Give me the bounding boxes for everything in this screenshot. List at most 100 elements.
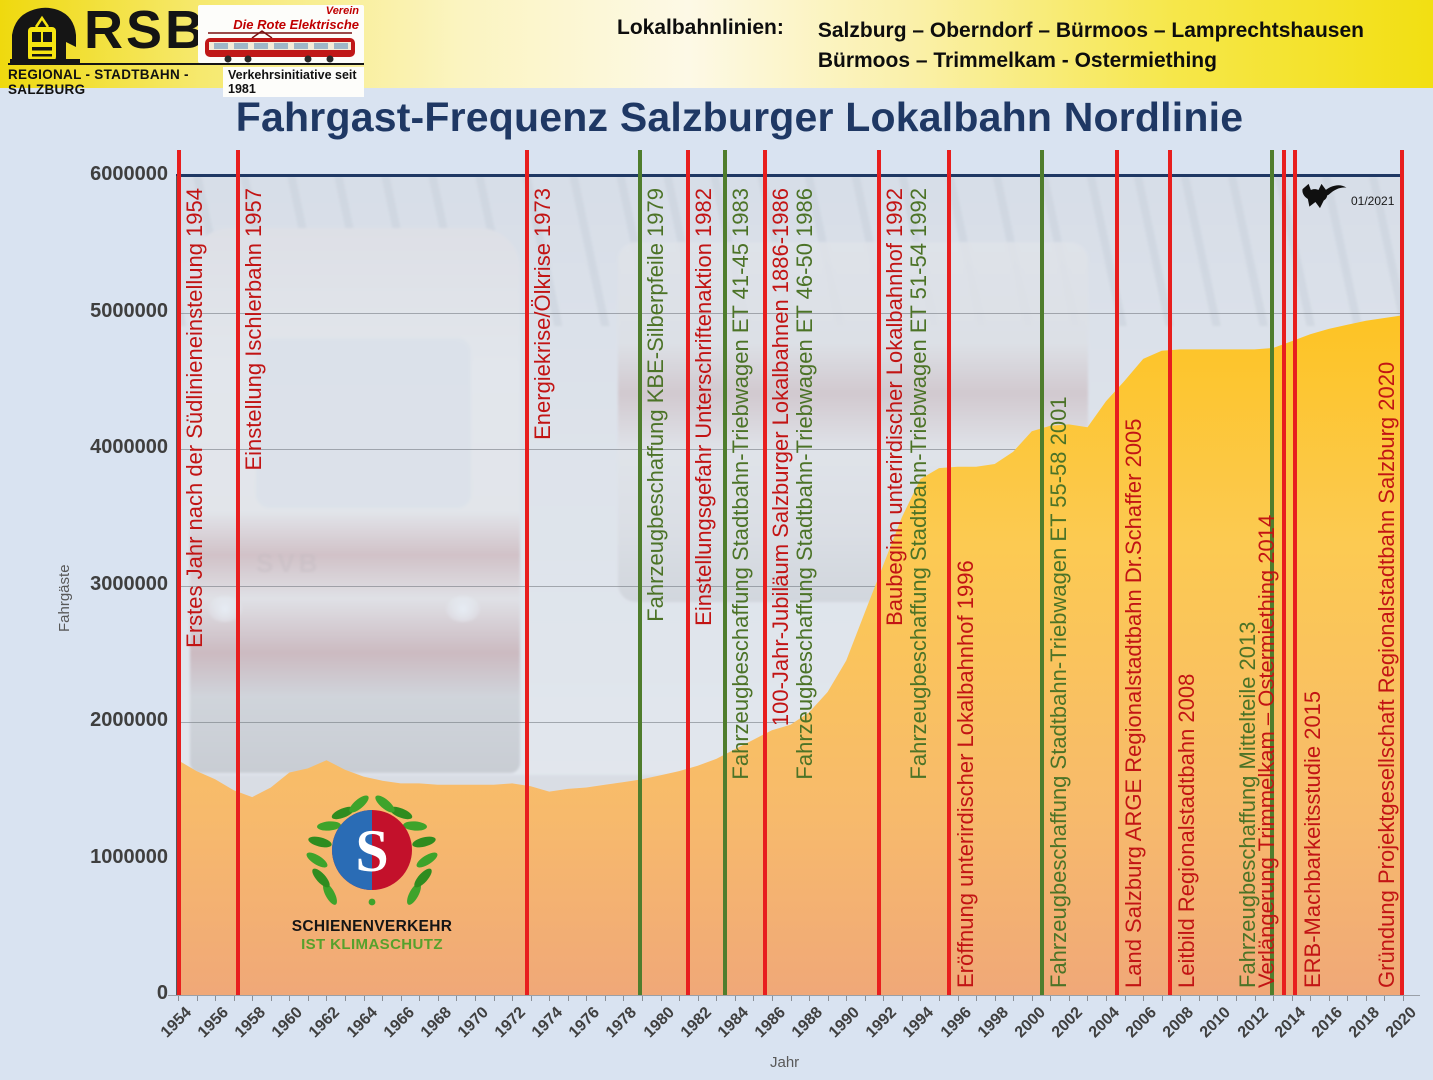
x-tick-label: 2008: [1160, 1004, 1198, 1042]
x-tick-mark: [976, 996, 978, 1001]
header-bar: RSB Verein Die Rote Elektrische: [0, 0, 1433, 97]
y-tick-label: 0: [156, 982, 168, 1004]
x-tick-mark: [1384, 996, 1386, 1001]
routes-lines: Salzburg – Oberndorf – Bürmoos – Lamprec…: [818, 16, 1364, 77]
x-tick-mark: [679, 996, 681, 1001]
y-tick-label: 1000000: [90, 845, 168, 868]
x-tick-mark: [1254, 996, 1256, 1001]
x-tick-mark: [400, 996, 402, 1001]
x-tick-label: 1962: [306, 1004, 344, 1042]
x-tick-mark: [1328, 996, 1330, 1001]
x-tick-label: 1964: [343, 1004, 381, 1042]
x-tick-mark: [1310, 996, 1312, 1001]
x-tick-mark: [790, 996, 792, 1001]
event-line-1973: [524, 150, 529, 995]
x-tick-mark: [901, 996, 903, 1001]
x-tick-mark: [660, 996, 662, 1001]
event-label-1979: Fahrzeugbeschaffung KBE-Silberpfeile 197…: [643, 188, 668, 622]
x-tick-mark: [623, 996, 625, 1001]
logo-tram-panel: Verein Die Rote Elektrische: [198, 5, 364, 63]
x-tick-mark: [1403, 996, 1404, 1001]
event-label-2020: Gründung Projektgesellschaft Regionalsta…: [1374, 361, 1399, 988]
x-tick-label: 1956: [194, 1004, 233, 1042]
event-line-1982: [685, 150, 690, 995]
y-tick-label: 5000000: [90, 299, 168, 322]
x-tick-mark: [530, 996, 532, 1001]
x-tick-label: 2012: [1234, 1004, 1272, 1042]
x-tick-mark: [1198, 996, 1200, 1001]
x-tick-label: 1960: [269, 1004, 307, 1042]
emblem-text-1: SCHIENENVERKEHR: [291, 918, 453, 935]
x-tick-mark: [419, 996, 421, 1001]
event-label-2008: Leitbild Regionalstadtbahn 2008: [1174, 673, 1200, 988]
y-tick-label: 2000000: [90, 709, 168, 731]
x-tick-label: 1978: [603, 1004, 641, 1042]
x-tick-mark: [1180, 996, 1182, 1001]
event-line-1954: [177, 150, 181, 995]
x-tick-mark: [809, 996, 811, 1001]
event-line-1986: [762, 150, 767, 995]
route-list: Lokalbahnlinien: Salzburg – Oberndorf – …: [617, 16, 1364, 77]
y-axis: [176, 176, 177, 995]
x-tick-mark: [957, 996, 959, 1001]
event-line-1992: [877, 150, 882, 995]
y-tick-label: 3000000: [90, 572, 168, 595]
x-tick-mark: [604, 996, 606, 1001]
x-tick-mark: [753, 996, 755, 1001]
x-tick-label: 2006: [1122, 1004, 1161, 1042]
x-tick-label: 1970: [454, 1004, 492, 1042]
x-tick-mark: [289, 996, 291, 1001]
x-tick-mark: [1273, 996, 1275, 1001]
logo-footer: REGIONAL - STADTBAHN - SALZBURG Verkehrs…: [8, 63, 364, 97]
x-tick-mark: [1217, 996, 1219, 1001]
event-label-1992: Fahrzeugbeschaffung Stadtbahn-Triebwagen…: [906, 188, 932, 780]
rsb-wordmark: RSB: [84, 0, 208, 60]
x-tick-label: 1988: [788, 1004, 827, 1042]
event-label-2015: ERB-Machbarkeitsstudie 2015: [1300, 690, 1326, 988]
event-label-1983: Fahrzeugbeschaffung Stadtbahn-Triebwagen…: [728, 188, 754, 780]
x-tick-mark: [567, 996, 569, 1001]
x-tick-mark: [215, 996, 217, 1001]
x-tick-mark: [1124, 996, 1126, 1001]
x-tick-label: 1980: [640, 1004, 678, 1042]
event-label-1996: Eröffnung unterirdischer Lokalbahnhof 19…: [952, 560, 978, 988]
area-chart: [178, 315, 1403, 995]
x-tick-mark: [549, 996, 551, 1001]
x-tick-mark: [586, 996, 588, 1001]
x-tick-mark: [846, 996, 848, 1001]
x-tick-label: 2020: [1382, 1004, 1421, 1042]
x-tick-mark: [1031, 996, 1033, 1001]
x-tick-label: 1968: [417, 1004, 455, 1042]
x-tick-label: 1986: [751, 1004, 789, 1042]
x-tick-mark: [307, 996, 309, 1001]
x-tick-label: 2002: [1048, 1004, 1086, 1042]
gridline-4000000: [177, 449, 1403, 450]
x-tick-label: 1958: [232, 1004, 270, 1042]
x-tick-label: 1992: [863, 1004, 901, 1042]
x-tick-mark: [456, 996, 458, 1001]
x-tick-mark: [178, 996, 179, 1001]
x-tick-mark: [196, 996, 198, 1001]
x-tick-mark: [512, 996, 514, 1001]
event-label-1954: Erstes Jahr nach der Südlinieneinstellun…: [182, 188, 207, 648]
x-tick-label: 2014: [1271, 1004, 1309, 1042]
x-tick-mark: [994, 996, 996, 1001]
x-tick-mark: [1106, 996, 1108, 1001]
x-tick-label: 2018: [1345, 1004, 1383, 1042]
fox-stamp: 01/2021: [1298, 181, 1394, 211]
event-line-2014: [1281, 150, 1286, 995]
event-label-1986: Fahrzeugbeschaffung Stadtbahn-Triebwagen…: [791, 188, 817, 780]
event-line-2015: [1293, 150, 1298, 995]
stamp-date: 01/2021: [1351, 194, 1395, 208]
event-line-2020: [1400, 150, 1404, 995]
x-tick-label: 1994: [900, 1004, 938, 1042]
event-label-1992: Baubeginn unterirdischer Lokalbahnhof 19…: [882, 188, 908, 626]
y-tick-label: 6000000: [90, 163, 168, 185]
x-tick-mark: [474, 996, 476, 1001]
x-tick-label: 1982: [677, 1004, 715, 1042]
x-tick-mark: [697, 996, 699, 1001]
verein-caption: Verein Die Rote Elektrische: [233, 5, 359, 32]
route-west: Bürmoos – Trimmelkam - Ostermiething: [817, 49, 1217, 73]
plot-top-border: [176, 174, 1403, 177]
x-tick-mark: [382, 996, 384, 1001]
